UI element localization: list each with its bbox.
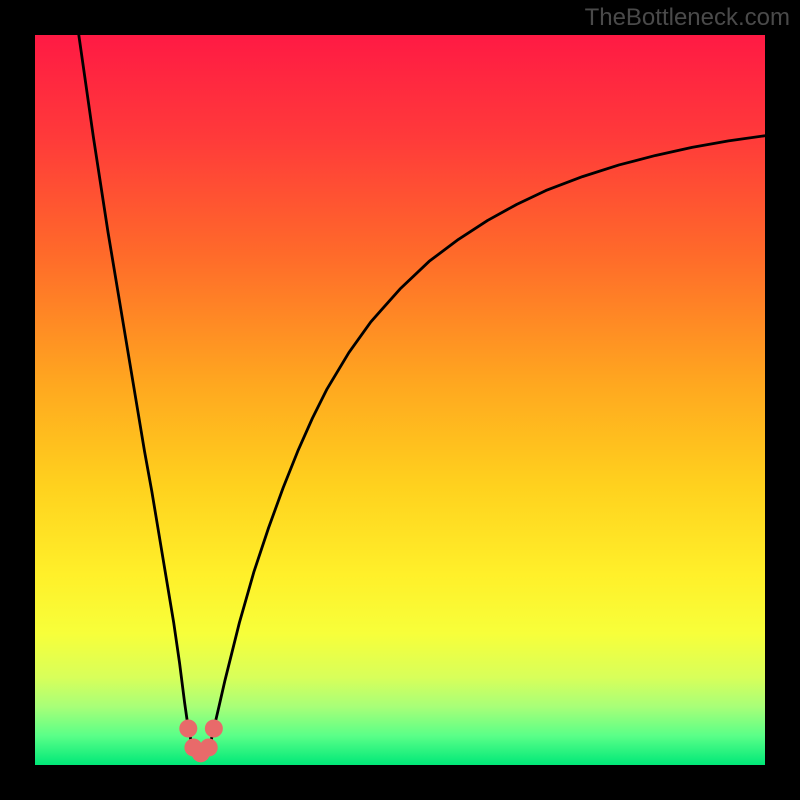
watermark-text: TheBottleneck.com [585,4,790,32]
plot-area [35,35,765,765]
valley-markers [179,720,223,763]
curve-layer [35,35,765,765]
stage: TheBottleneck.com [0,0,800,800]
valley-marker [205,720,223,738]
error-curve [79,35,765,753]
valley-marker [200,738,218,756]
valley-marker [179,720,197,738]
